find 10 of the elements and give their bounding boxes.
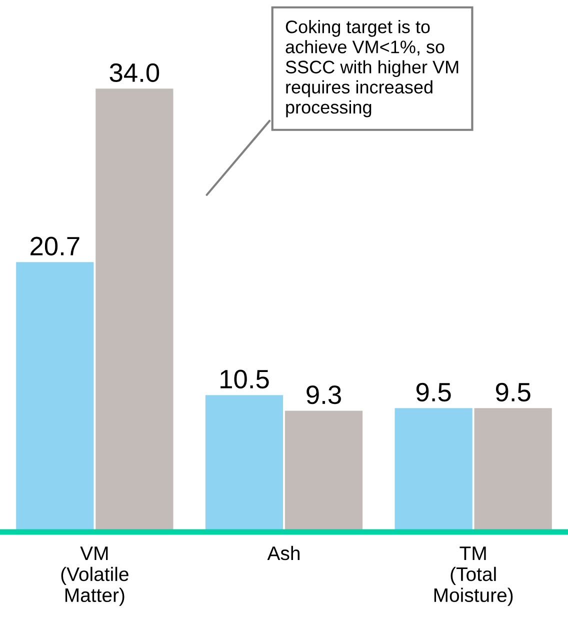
data-label: 9.5 [496, 382, 530, 402]
data-label: 9.3 [306, 385, 341, 404]
annotation: Coking target is to achieve VM<1%, so SSCC with higher VM requires increased processing [286, 20, 458, 118]
data-label: 20.7 [30, 236, 80, 256]
x-tick-label: VM (Volatile Matter) [61, 546, 128, 606]
x-tick-label: TM (Total Moisture) [434, 546, 513, 606]
data-label: 10.5 [220, 370, 269, 388]
x-tick-label: Ash [267, 546, 300, 560]
data-label: 34.0 [110, 63, 160, 82]
data-label: 9.5 [416, 382, 451, 402]
